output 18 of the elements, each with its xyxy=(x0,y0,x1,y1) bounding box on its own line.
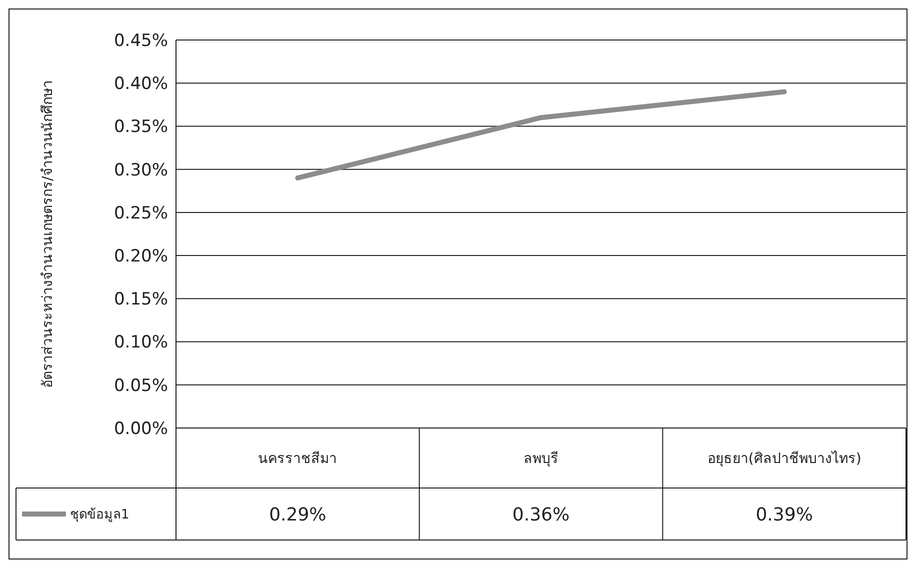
y-tick-label: 0.45% xyxy=(114,30,168,51)
text: 0.36% xyxy=(512,504,570,526)
x-tick-label: อยุธยา(ศิลปาชีพบางไทร) xyxy=(707,450,862,467)
y-tick-label: 0.35% xyxy=(114,117,168,138)
y-tick-label: 0.25% xyxy=(114,203,168,224)
y-axis-title: อัตราส่วนระหว่างจำนวนเกษตรกร/จำนวนนักศึกษา xyxy=(40,80,56,388)
y-tick-label: 0.20% xyxy=(114,246,168,267)
x-tick-label: นครราชสีมา xyxy=(258,450,338,467)
y-tick-label: 0.05% xyxy=(114,376,168,396)
legend-label: ชุดข้อมูล1 xyxy=(70,508,130,523)
text: 0.29% xyxy=(269,504,326,526)
y-tick-label: 0.40% xyxy=(114,74,168,94)
y-tick-label: 0.30% xyxy=(114,160,168,180)
x-tick-label: ลพบุรี xyxy=(524,450,558,467)
y-tick-label: 0.10% xyxy=(114,332,168,353)
y-tick-label: 0.00% xyxy=(114,418,168,439)
text: 0.39% xyxy=(756,504,813,526)
y-tick-label: 0.15% xyxy=(114,290,168,310)
